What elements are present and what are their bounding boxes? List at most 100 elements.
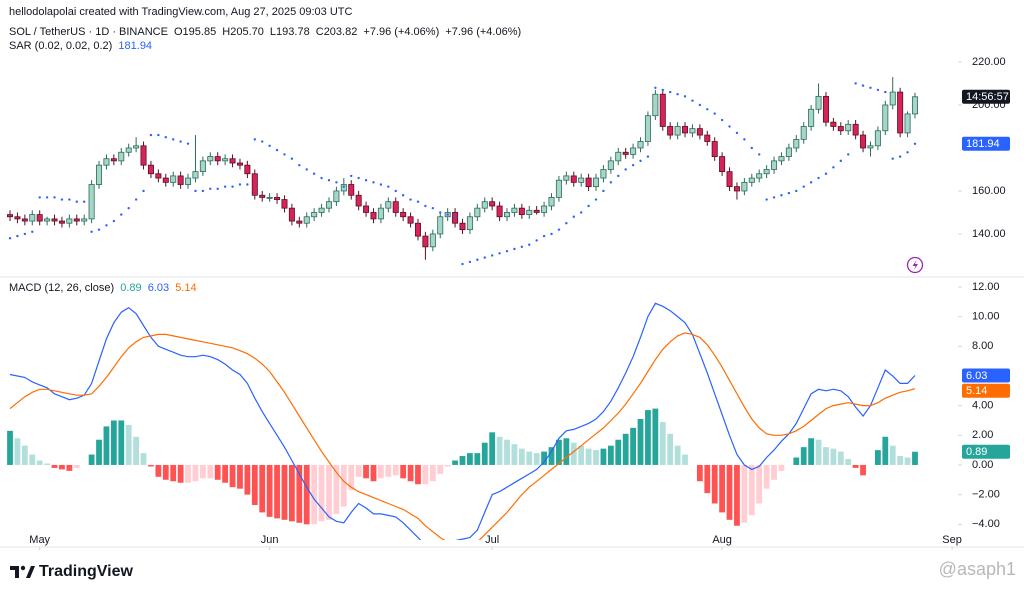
histogram-bar (815, 439, 822, 465)
sar-dot (758, 153, 761, 156)
sar-line: SAR (0.02, 0.02, 0.2) 181.94 (9, 40, 155, 52)
histogram-bar (652, 408, 659, 465)
candle-body (874, 130, 881, 147)
candle-body (637, 141, 644, 149)
histogram-bar (607, 445, 614, 465)
candle-body (29, 214, 36, 222)
sar-dot (342, 185, 346, 188)
sar-dot (624, 168, 627, 171)
histogram-bar (474, 453, 481, 465)
candle-body (222, 158, 229, 162)
histogram-bar (214, 464, 221, 480)
histogram-bar (96, 439, 102, 465)
candle-body (325, 201, 332, 209)
candle-body (541, 205, 548, 213)
sar-dot (8, 237, 12, 240)
candle-body (296, 220, 303, 224)
histogram-bar (88, 454, 95, 465)
histogram-bar (467, 453, 473, 465)
candle-body (7, 214, 14, 218)
change: +7.96 (+4.06%) (445, 26, 522, 38)
sar-dot (735, 131, 739, 135)
sar-dot (528, 243, 531, 246)
histogram-bar (385, 464, 392, 477)
histogram-bar (429, 464, 436, 482)
sar-dot (372, 181, 375, 184)
candle-body (904, 113, 911, 134)
candle-body (733, 186, 740, 192)
sar-dot (839, 159, 842, 163)
sar-dot (68, 198, 71, 201)
histogram-bar (303, 464, 310, 525)
sar-dot (802, 185, 805, 188)
histogram-bar (281, 464, 288, 520)
candle-body (333, 190, 340, 203)
y-tick-label: 0.00 (972, 459, 993, 471)
sar-dot (468, 260, 472, 264)
x-tick-label: Jun (261, 534, 279, 546)
y-tick-label: −2.00 (972, 489, 1000, 501)
histogram-bar (370, 464, 377, 482)
y-tick-label: 160.00 (972, 185, 1006, 197)
histogram-bar (659, 421, 666, 465)
histogram-bar (763, 464, 770, 489)
candle-body (897, 91, 904, 134)
sar-dot (401, 194, 405, 197)
y-tick-label: 4.00 (972, 400, 993, 412)
sar-dot (164, 136, 167, 139)
replay-icon[interactable] (906, 256, 924, 274)
sar-dot (728, 125, 731, 128)
x-tick-label: Aug (712, 534, 732, 546)
sar-dot (631, 163, 635, 167)
sar-dot (268, 144, 271, 148)
ohlc-close: C203.82 (315, 26, 358, 38)
candle-body (363, 205, 370, 213)
candle-body (593, 177, 600, 188)
histogram-bar (140, 453, 147, 465)
sar-dot (772, 196, 776, 199)
candle-body (125, 147, 132, 153)
candle-body (303, 216, 310, 224)
candle-body (414, 222, 421, 237)
candle-body (667, 126, 674, 136)
candle-body (882, 104, 889, 132)
sar-dot (654, 86, 657, 89)
sar-dot (223, 185, 227, 188)
histogram-bar (207, 464, 214, 479)
y-tick-label: 10.00 (972, 311, 1000, 323)
sar-dot (216, 187, 219, 191)
histogram-bar (415, 464, 421, 485)
sar-dot (809, 181, 813, 184)
histogram-bar (229, 464, 236, 488)
sar-dot (149, 133, 153, 137)
candle-body (133, 145, 140, 149)
sar-dot (824, 172, 828, 175)
histogram-bar (392, 464, 399, 476)
sar-dot (609, 181, 613, 184)
ohlc-low: L193.78 (269, 26, 310, 38)
candle-body (236, 162, 243, 166)
histogram-bar (912, 451, 918, 465)
candle-body (214, 156, 221, 162)
sar-dot (520, 245, 524, 249)
candle-body (867, 145, 874, 149)
candle-body (496, 205, 503, 218)
candle-body (355, 194, 362, 207)
candle-body (51, 218, 58, 222)
histogram-bar (318, 464, 325, 522)
candle-body (118, 151, 125, 162)
histogram-bar (125, 424, 132, 465)
histogram-bar (251, 464, 258, 505)
candle-body (385, 201, 392, 209)
histogram-bar (66, 464, 73, 471)
candle-body (244, 164, 251, 175)
candle-body (555, 179, 562, 198)
histogram-bar (874, 450, 881, 465)
candle-body (229, 158, 236, 164)
histogram-bar (266, 464, 273, 517)
sar-dot (431, 206, 435, 210)
y-tick-label: 2.00 (972, 429, 993, 441)
candle-body (771, 160, 778, 170)
sar-dot (476, 258, 479, 261)
